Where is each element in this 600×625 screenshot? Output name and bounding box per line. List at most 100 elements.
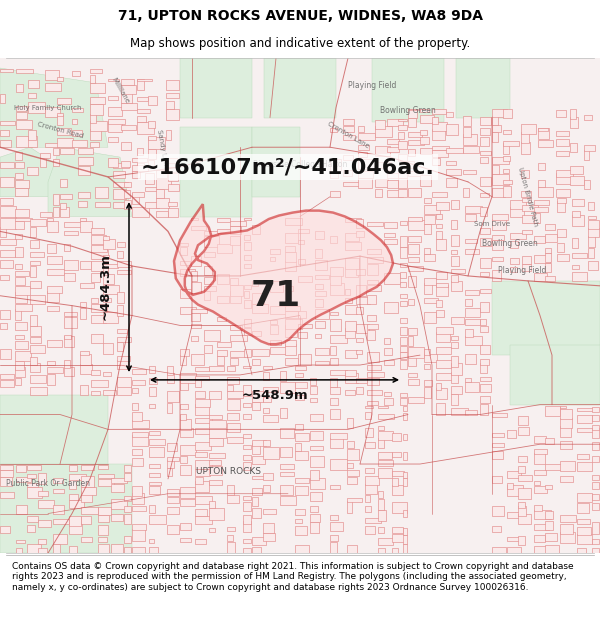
Bar <box>91 245 107 252</box>
Bar <box>356 219 363 228</box>
Bar <box>545 464 562 470</box>
Bar <box>518 488 531 499</box>
Bar <box>508 512 524 518</box>
Bar <box>408 336 413 346</box>
Bar <box>90 129 101 140</box>
Bar <box>347 478 358 484</box>
Bar <box>330 283 344 295</box>
Bar <box>27 525 35 532</box>
Bar <box>451 269 465 273</box>
Polygon shape <box>0 464 132 553</box>
Bar <box>386 148 399 152</box>
Bar <box>244 285 251 289</box>
Bar <box>577 428 593 432</box>
Bar <box>398 177 407 187</box>
Bar <box>230 351 245 358</box>
Text: Public Park Or Garden: Public Park Or Garden <box>6 479 90 488</box>
Bar <box>113 189 125 199</box>
Bar <box>69 546 77 553</box>
Bar <box>47 306 59 311</box>
Bar <box>38 500 53 508</box>
Bar <box>465 239 476 242</box>
Bar <box>15 378 21 385</box>
Bar <box>113 182 128 188</box>
Bar <box>0 465 13 470</box>
Bar <box>298 229 308 233</box>
Bar <box>577 462 592 471</box>
Bar <box>90 76 95 83</box>
Bar <box>137 116 146 122</box>
Bar <box>180 456 187 463</box>
Bar <box>137 122 154 134</box>
Bar <box>492 548 506 553</box>
Bar <box>15 351 31 361</box>
Bar <box>195 460 212 469</box>
Bar <box>98 537 107 542</box>
Bar <box>16 136 32 148</box>
Bar <box>180 404 188 409</box>
Bar <box>15 221 23 229</box>
Bar <box>227 412 239 420</box>
Bar <box>91 273 100 282</box>
Bar <box>149 547 158 553</box>
Bar <box>132 449 142 455</box>
Bar <box>577 408 593 411</box>
Bar <box>295 444 301 451</box>
Bar <box>392 503 407 512</box>
Text: 71, UPTON ROCKS AVENUE, WIDNES, WA8 9DA: 71, UPTON ROCKS AVENUE, WIDNES, WA8 9DA <box>118 9 482 23</box>
Bar <box>545 224 555 230</box>
Bar <box>47 244 56 252</box>
Bar <box>358 152 367 158</box>
Bar <box>64 360 70 368</box>
Bar <box>572 253 587 258</box>
Bar <box>492 432 503 437</box>
Bar <box>584 115 592 120</box>
Bar <box>403 544 407 553</box>
Bar <box>16 540 25 544</box>
Bar <box>367 390 382 396</box>
Bar <box>400 352 407 359</box>
Bar <box>167 167 176 172</box>
Bar <box>492 188 505 197</box>
Bar <box>330 378 337 387</box>
Bar <box>356 324 369 332</box>
Bar <box>98 544 109 553</box>
Bar <box>285 233 298 243</box>
Bar <box>116 329 127 333</box>
Bar <box>310 470 319 479</box>
Bar <box>98 514 109 522</box>
Bar <box>167 468 172 476</box>
Bar <box>227 366 235 371</box>
Bar <box>556 173 571 184</box>
Bar <box>556 151 569 156</box>
Bar <box>343 181 360 186</box>
Bar <box>80 386 88 395</box>
Bar <box>28 92 36 98</box>
Bar <box>358 171 373 177</box>
Bar <box>560 406 566 408</box>
Bar <box>424 278 436 285</box>
Bar <box>521 132 529 143</box>
Bar <box>0 130 10 136</box>
Bar <box>592 482 599 489</box>
Bar <box>132 432 148 436</box>
Bar <box>132 193 139 204</box>
Bar <box>330 236 337 243</box>
Bar <box>80 308 86 319</box>
Bar <box>398 125 407 131</box>
Bar <box>545 234 557 242</box>
Bar <box>367 280 378 284</box>
Bar <box>69 523 82 534</box>
Bar <box>244 264 251 269</box>
Bar <box>280 371 286 381</box>
Bar <box>38 519 52 528</box>
Bar <box>108 106 122 116</box>
Text: Sandy Lane: Sandy Lane <box>155 129 169 170</box>
Bar <box>91 228 104 234</box>
Bar <box>28 130 36 139</box>
Bar <box>148 161 154 167</box>
Bar <box>252 537 266 546</box>
Bar <box>195 469 210 476</box>
Bar <box>0 94 5 104</box>
Bar <box>451 386 463 394</box>
